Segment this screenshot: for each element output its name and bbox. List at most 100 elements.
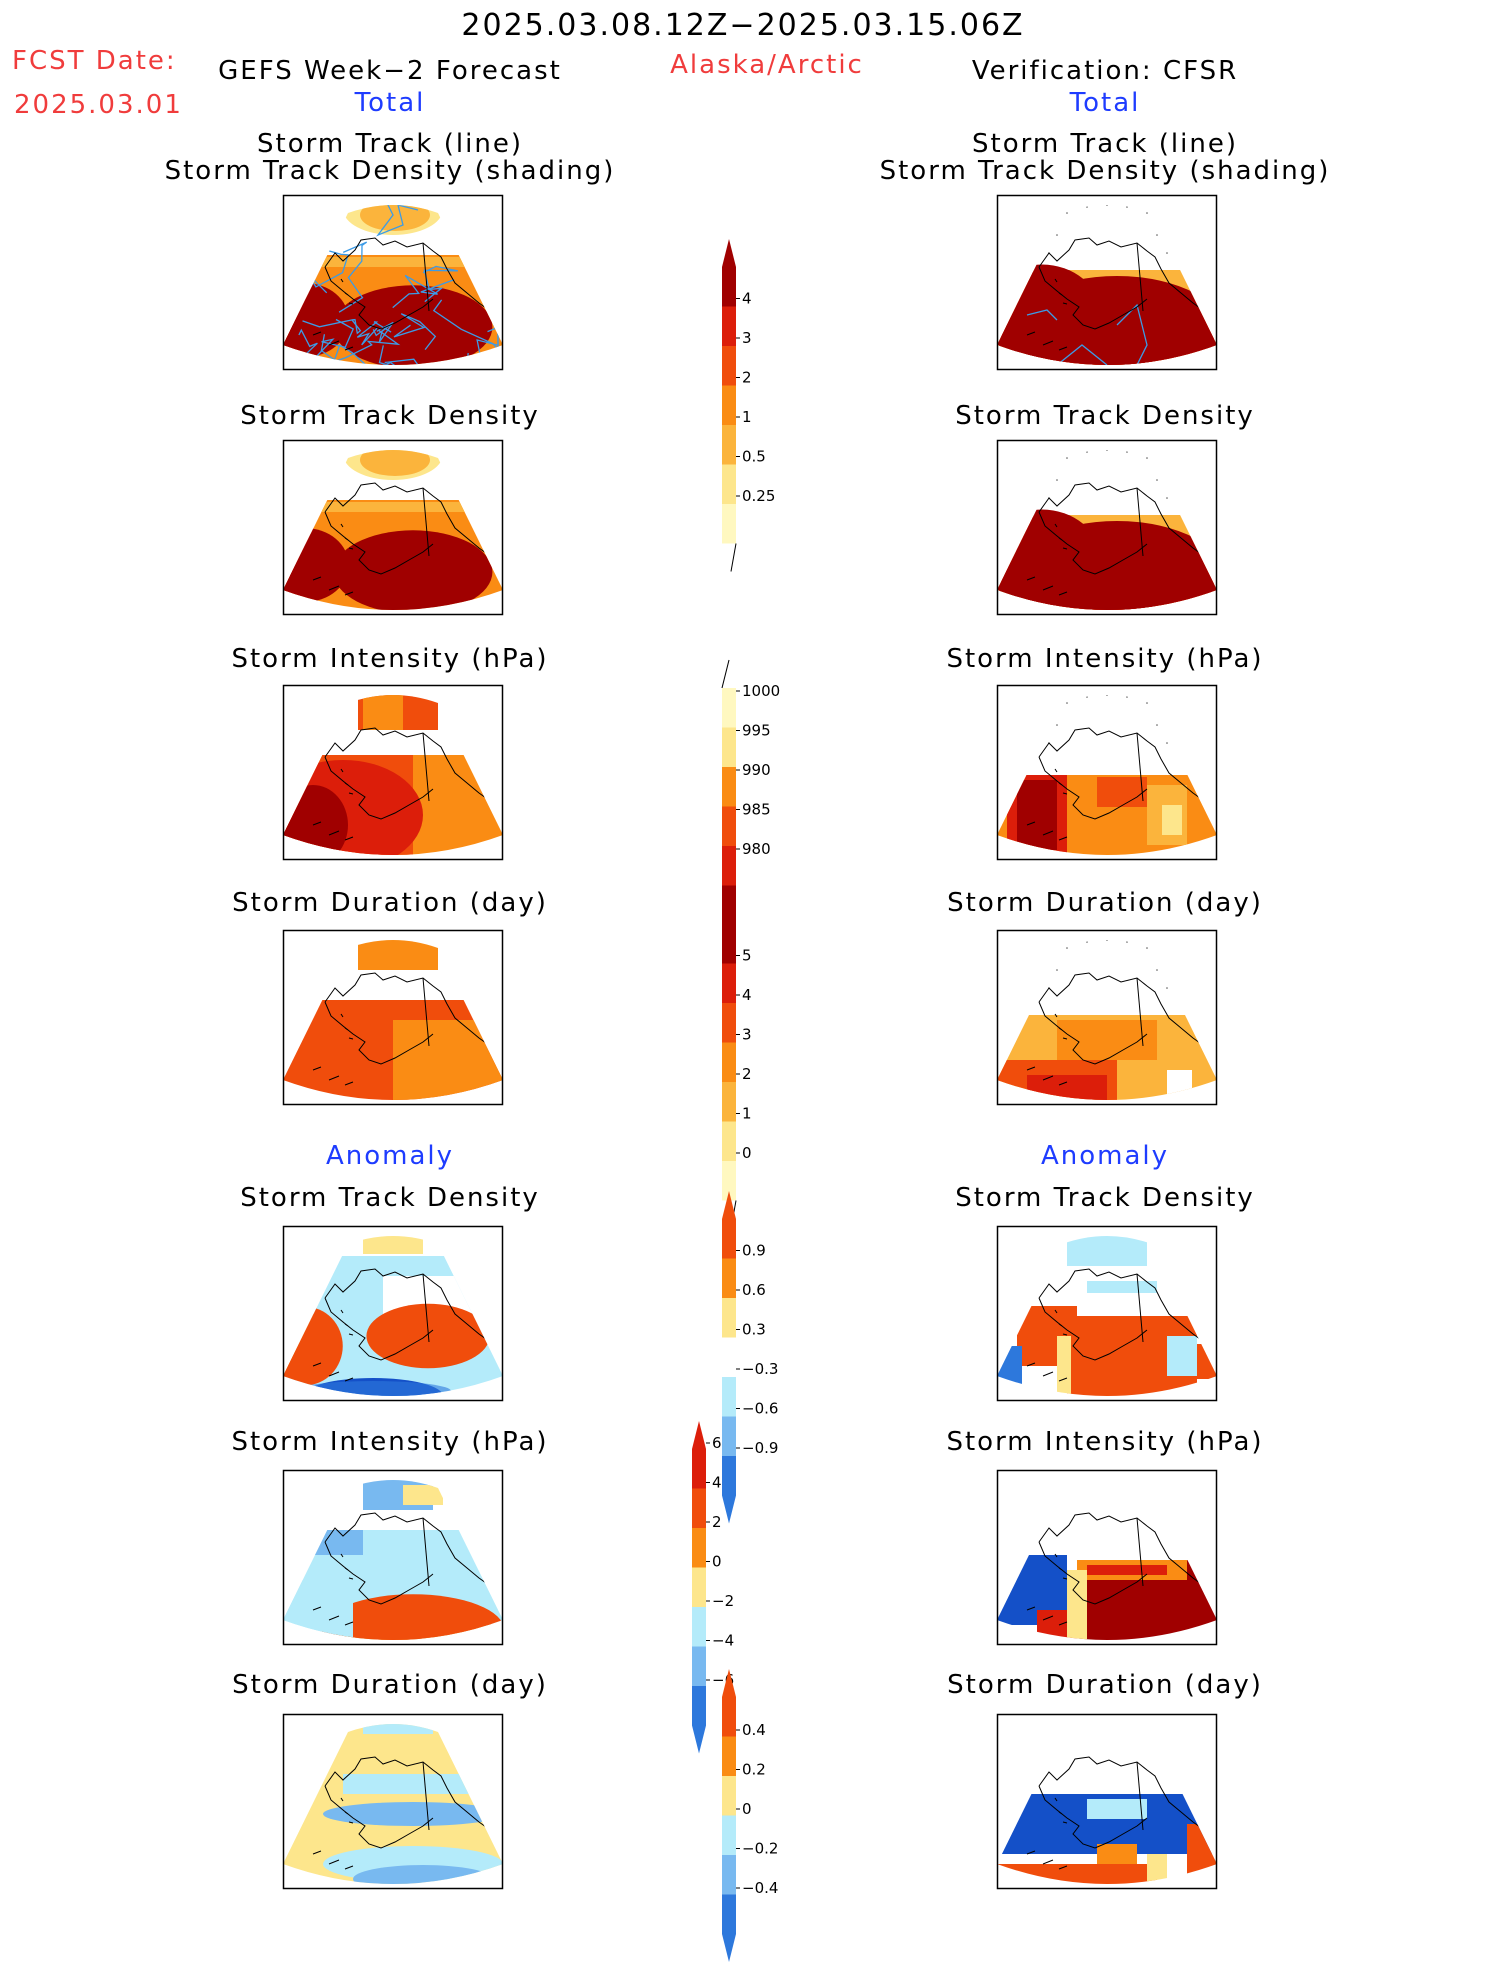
colorbar-label: 995 bbox=[742, 722, 771, 740]
coastline bbox=[1038, 727, 1214, 810]
colorbar-label: −0.9 bbox=[742, 1439, 778, 1457]
coastline bbox=[324, 1541, 434, 1605]
canada-border bbox=[1136, 487, 1144, 557]
canada-border bbox=[1136, 732, 1144, 802]
panel-frame bbox=[996, 929, 1218, 1106]
colorbar-swatch bbox=[722, 425, 736, 465]
fcst-date-value: 2025.03.01 bbox=[14, 90, 183, 120]
colorbar-label: 985 bbox=[742, 801, 771, 819]
colorbar-swatch bbox=[722, 1894, 736, 1934]
colorbar-label: 6 bbox=[712, 1434, 722, 1452]
panel-frame bbox=[282, 194, 504, 371]
forecast-period: 2025.03.08.12Z−2025.03.15.06Z bbox=[461, 8, 1025, 43]
colorbar-label: −0.6 bbox=[742, 1400, 778, 1418]
coastline bbox=[1038, 266, 1148, 330]
storm-track-line bbox=[372, 321, 394, 343]
colorbar-swatch bbox=[722, 1377, 736, 1417]
colorbar-swatch bbox=[722, 1298, 736, 1338]
colorbar-label: 0 bbox=[742, 1800, 752, 1818]
map-right-anom-duration bbox=[996, 1713, 1218, 1890]
colorbar-swatch bbox=[722, 1161, 736, 1201]
colorbar-swatch bbox=[722, 767, 736, 807]
colorbar-swatch bbox=[692, 1488, 706, 1528]
colorbar-track_density_total: 4 3 2 1 0.5 0.25 bbox=[722, 239, 775, 572]
coastline bbox=[1038, 756, 1148, 820]
colorbar-swatch bbox=[722, 688, 736, 728]
panel-title-right-track: Storm Track (line) Storm Track Density (… bbox=[880, 131, 1331, 185]
map-right-anom-intensity bbox=[996, 1469, 1218, 1646]
panel-frame bbox=[996, 194, 1218, 371]
colorbar-label: 0.2 bbox=[742, 1761, 766, 1779]
coastline bbox=[1038, 1297, 1148, 1361]
colorbar-label: 5 bbox=[742, 947, 752, 965]
colorbar-label: 2 bbox=[712, 1513, 722, 1531]
panel-title-right-duration: Storm Duration (day) bbox=[947, 888, 1263, 918]
colorbar-label: 1000 bbox=[742, 682, 780, 700]
colorbar-duration_anomaly: 0.4 0.2 0 −0.2 −0.4 bbox=[722, 1669, 778, 1962]
right-anomaly-label: Anomaly bbox=[1040, 1141, 1170, 1171]
panel-frame bbox=[996, 439, 1218, 616]
left-anomaly-label: Anomaly bbox=[325, 1141, 455, 1171]
left-total-label: Total bbox=[354, 88, 426, 118]
canada-border bbox=[1136, 1761, 1144, 1831]
colorbar-swatch bbox=[722, 346, 736, 386]
storm-track-line bbox=[338, 241, 368, 313]
islands bbox=[312, 523, 354, 596]
colorbar-duration_total: 5 4 3 2 1 0 bbox=[722, 896, 752, 1229]
storm-track-line bbox=[1116, 303, 1148, 365]
title-line: Storm Track Density (shading) bbox=[164, 156, 616, 186]
panel-title-right-anom-intensity: Storm Intensity (hPa) bbox=[946, 1427, 1264, 1457]
colorbar-label: −0.3 bbox=[742, 1360, 778, 1378]
map-left-density bbox=[282, 439, 504, 616]
panel-frame bbox=[996, 1469, 1218, 1646]
colorbar-swatch bbox=[722, 846, 736, 886]
storm-track-line bbox=[1056, 344, 1108, 365]
coastline bbox=[324, 1268, 500, 1351]
canada-border bbox=[1136, 242, 1144, 312]
storm-track-line bbox=[392, 274, 455, 309]
colorbar-swatch bbox=[722, 963, 736, 1003]
colorbar-label: −0.2 bbox=[742, 1840, 778, 1858]
colorbar-top-line bbox=[721, 659, 730, 689]
canada-border bbox=[422, 1517, 430, 1587]
coastline bbox=[324, 482, 500, 565]
storm-track-line bbox=[1026, 309, 1058, 321]
coastline bbox=[324, 972, 500, 1055]
colorbar-swatch bbox=[722, 1003, 736, 1043]
coastline bbox=[324, 756, 434, 820]
storm-track-line bbox=[339, 344, 399, 365]
map-left-anom-intensity bbox=[282, 1469, 504, 1646]
canada-border bbox=[1136, 1517, 1144, 1587]
colorbar-swatch bbox=[692, 1607, 706, 1647]
coastline bbox=[1038, 972, 1214, 1055]
colorbar-swatch bbox=[722, 924, 736, 964]
colorbar-top-arrow bbox=[692, 1421, 706, 1449]
colorbar-top-arrow bbox=[722, 239, 736, 267]
canada-border bbox=[422, 242, 430, 312]
region-label: Alaska/Arctic bbox=[670, 50, 864, 80]
colorbar-label: −2 bbox=[712, 1592, 734, 1610]
panel-frame bbox=[996, 1713, 1218, 1890]
colorbar-top-arrow bbox=[722, 1191, 736, 1219]
colorbar-label: 0 bbox=[742, 1144, 752, 1162]
colorbar-swatch bbox=[722, 806, 736, 846]
coastline bbox=[1038, 511, 1148, 575]
colorbar-swatch bbox=[722, 1082, 736, 1122]
islands bbox=[1026, 1553, 1068, 1626]
right-total-label: Total bbox=[1069, 88, 1141, 118]
storm-track-line bbox=[393, 313, 437, 350]
colorbar-label: 0.3 bbox=[742, 1321, 766, 1339]
islands bbox=[1026, 1797, 1068, 1870]
colorbar-label: 3 bbox=[742, 329, 752, 347]
coastline bbox=[324, 511, 434, 575]
colorbar-label: 4 bbox=[742, 986, 752, 1004]
panel-frame bbox=[282, 1225, 504, 1402]
coastline bbox=[1038, 1512, 1214, 1595]
panel-title-left-anom-intensity: Storm Intensity (hPa) bbox=[231, 1427, 549, 1457]
map-right-density bbox=[996, 439, 1218, 616]
colorbar-label: 0 bbox=[712, 1553, 722, 1571]
colorbar-swatch bbox=[722, 1337, 736, 1377]
islands bbox=[312, 1553, 354, 1626]
panel-title-left-intensity: Storm Intensity (hPa) bbox=[231, 644, 549, 674]
coastline bbox=[1038, 1268, 1214, 1351]
